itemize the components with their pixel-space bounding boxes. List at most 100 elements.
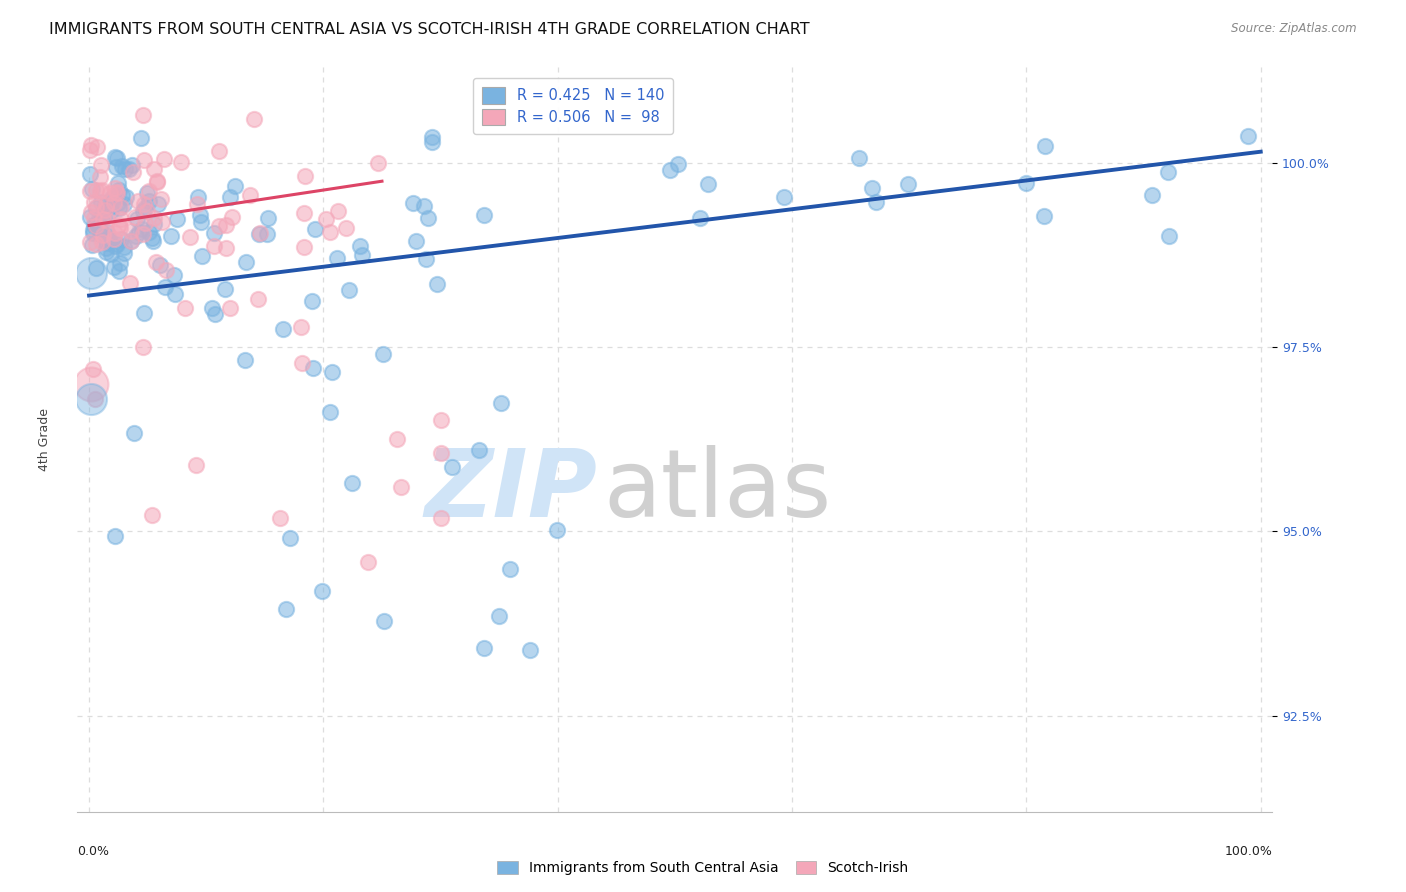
Point <box>122 165 145 179</box>
Point <box>125 229 148 244</box>
Point <box>114 161 136 176</box>
Point <box>472 208 495 222</box>
Point <box>235 254 257 268</box>
Text: 0.0%: 0.0% <box>77 846 110 858</box>
Point <box>208 219 231 233</box>
Point <box>666 157 689 171</box>
Point <box>100 191 122 205</box>
Point <box>143 217 166 231</box>
Point <box>186 196 208 211</box>
Point <box>79 210 101 224</box>
Point <box>100 203 122 218</box>
Point <box>86 140 108 154</box>
Point <box>127 194 149 209</box>
Point <box>84 200 107 214</box>
Point <box>134 216 156 230</box>
Point <box>93 209 115 223</box>
Point <box>103 260 125 275</box>
Point <box>190 215 212 229</box>
Point <box>96 225 118 239</box>
Point <box>155 262 177 277</box>
Point <box>91 227 114 242</box>
Point <box>80 392 103 406</box>
Point <box>218 190 240 204</box>
Point <box>773 190 796 204</box>
Point <box>110 200 132 214</box>
Point <box>352 248 374 262</box>
Point <box>138 225 160 239</box>
Point <box>104 238 127 252</box>
Point <box>1033 209 1056 223</box>
Point <box>291 356 314 370</box>
Point <box>301 293 323 308</box>
Point <box>110 256 132 270</box>
Point <box>110 232 132 246</box>
Point <box>141 508 163 522</box>
Point <box>1236 128 1258 143</box>
Point <box>103 195 125 210</box>
Point <box>105 186 128 200</box>
Point <box>84 201 107 215</box>
Point <box>107 183 129 197</box>
Text: ZIP: ZIP <box>425 445 598 538</box>
Point <box>149 193 172 207</box>
Point <box>131 222 153 236</box>
Point <box>294 169 316 183</box>
Point <box>112 239 135 253</box>
Point <box>90 207 112 221</box>
Point <box>80 266 103 280</box>
Point <box>84 392 107 406</box>
Point <box>301 360 323 375</box>
Point <box>136 204 159 219</box>
Point <box>311 583 333 598</box>
Point <box>138 194 160 208</box>
Point <box>80 138 103 153</box>
Point <box>104 226 127 240</box>
Point <box>326 251 349 265</box>
Point <box>420 135 443 149</box>
Point <box>429 446 451 460</box>
Point <box>412 199 434 213</box>
Point <box>132 204 155 219</box>
Point <box>97 234 120 248</box>
Legend: R = 0.425   N = 140, R = 0.506   N =  98: R = 0.425 N = 140, R = 0.506 N = 98 <box>474 78 673 134</box>
Point <box>335 221 357 235</box>
Point <box>82 362 104 376</box>
Point <box>1140 187 1163 202</box>
Point <box>373 614 395 628</box>
Point <box>90 158 112 172</box>
Point <box>94 245 117 260</box>
Point <box>96 228 118 243</box>
Point <box>271 322 294 336</box>
Point <box>224 179 246 194</box>
Point <box>208 144 231 158</box>
Point <box>89 227 111 242</box>
Point <box>110 211 132 226</box>
Point <box>107 218 129 232</box>
Point <box>105 152 128 166</box>
Point <box>112 196 135 211</box>
Point <box>247 292 270 306</box>
Point <box>142 162 165 177</box>
Point <box>848 151 870 165</box>
Point <box>79 143 101 157</box>
Point <box>105 236 128 251</box>
Point <box>256 227 278 241</box>
Point <box>418 211 440 225</box>
Point <box>93 202 115 217</box>
Point <box>83 211 105 225</box>
Point <box>145 255 167 269</box>
Point <box>87 214 110 228</box>
Point <box>129 131 152 145</box>
Point <box>105 160 128 174</box>
Point <box>107 176 129 190</box>
Point <box>426 277 449 292</box>
Point <box>98 232 121 246</box>
Point <box>125 211 148 226</box>
Point <box>103 191 125 205</box>
Point <box>79 205 101 219</box>
Point <box>184 458 207 472</box>
Point <box>373 346 395 360</box>
Point <box>103 232 125 246</box>
Point <box>82 182 104 196</box>
